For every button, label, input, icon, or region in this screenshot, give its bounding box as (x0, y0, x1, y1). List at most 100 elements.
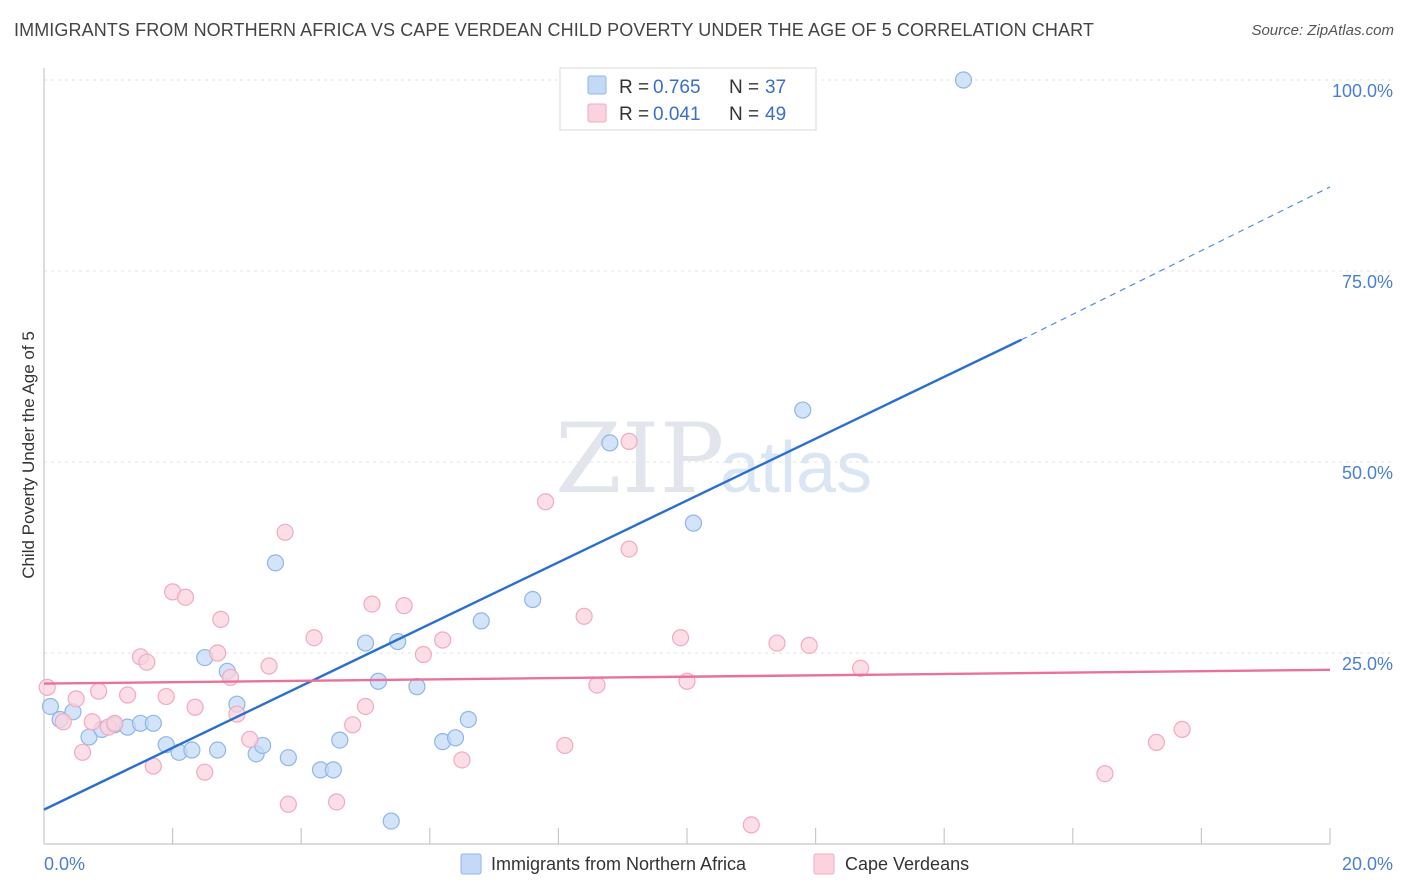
point-series2-28 (344, 716, 362, 734)
point-series1-9 (144, 714, 162, 732)
point-series2-39 (620, 540, 638, 558)
chart-title: IMMIGRANTS FROM NORTHERN AFRICA VS CAPE … (14, 20, 1094, 40)
point-series2-8 (106, 714, 124, 732)
y-tick-label-50: 50.0% (1342, 463, 1393, 483)
watermark-zip: ZIP (555, 403, 724, 515)
bottom-legend-label-2: Cape Verdeans (845, 854, 969, 874)
point-series2-36 (556, 736, 574, 755)
point-series2-40 (620, 432, 638, 450)
bottom-legend-label-1: Immigrants from Northern Africa (491, 854, 747, 874)
bottom-legend: Immigrants from Northern Africa Cape Ver… (460, 853, 969, 875)
point-series2-24 (276, 523, 294, 541)
point-series2-15 (176, 588, 195, 606)
chart-source: Source: ZipAtlas.com (1251, 22, 1394, 39)
x-tick-label-min: 0.0% (44, 854, 85, 874)
point-series2-43 (742, 816, 760, 834)
point-series2-47 (1096, 765, 1114, 783)
point-series1-19 (266, 554, 285, 572)
legend-r-value-1: 0.765 (653, 77, 701, 98)
y-axis-title: Child Poverty Under the Age of 5 (19, 331, 38, 579)
bottom-legend-swatch-1 (460, 853, 482, 875)
point-series1-28 (408, 678, 426, 696)
legend-r-label-1: R = (619, 77, 649, 98)
point-series2-9 (118, 686, 137, 704)
point-series2-37 (575, 607, 593, 625)
legend-swatch-series-2 (587, 103, 607, 123)
point-series2-35 (536, 493, 555, 511)
point-series2-25 (279, 795, 297, 813)
legend-n-value-2: 49 (765, 104, 786, 125)
point-series1-33 (524, 590, 542, 609)
legend-n-value-1: 37 (765, 77, 786, 98)
point-series1-23 (331, 731, 349, 749)
legend-n-label-1: N = (729, 77, 759, 98)
point-series1-20 (279, 749, 297, 767)
point-series2-5 (83, 713, 101, 731)
trend-line-extension-series1 (1021, 186, 1331, 341)
point-series2-11 (138, 653, 156, 671)
legend-r-value-2: 0.041 (653, 104, 701, 125)
y-tick-label-100: 100.0% (1332, 81, 1393, 101)
point-series2-13 (157, 687, 175, 706)
point-series2-46 (852, 659, 870, 677)
bottom-legend-swatch-2 (813, 853, 835, 875)
point-series2-2 (54, 713, 72, 731)
point-series2-22 (241, 730, 259, 748)
point-series2-18 (209, 644, 227, 662)
data-points (38, 71, 1191, 834)
point-series2-48 (1147, 733, 1165, 751)
point-series2-30 (363, 595, 381, 613)
point-series2-19 (212, 610, 230, 628)
point-series2-33 (434, 631, 452, 649)
point-series2-20 (221, 668, 240, 687)
point-series1-22 (324, 761, 342, 779)
point-series2-26 (305, 629, 323, 647)
grid-lines (44, 79, 1392, 654)
point-series1-32 (472, 612, 490, 630)
trend-line-series1 (43, 338, 1022, 811)
point-series2-27 (327, 793, 346, 811)
point-series1-36 (794, 401, 812, 419)
trend-line-series2 (43, 668, 1331, 685)
legend-n-label-2: N = (729, 104, 759, 125)
point-series2-1 (38, 678, 56, 696)
point-series2-3 (67, 690, 85, 708)
point-series2-41 (671, 629, 690, 647)
point-series2-17 (196, 763, 214, 781)
point-series2-31 (395, 597, 413, 615)
legend-swatch-series-1 (587, 75, 607, 95)
y-tick-label-75: 75.0% (1342, 272, 1393, 292)
y-tick-label-25: 25.0% (1342, 654, 1393, 674)
point-series2-16 (186, 698, 204, 716)
point-series2-23 (260, 657, 278, 675)
point-series1-24 (356, 634, 375, 652)
point-series2-34 (453, 751, 471, 769)
trend-lines (43, 186, 1331, 811)
legend-r-label-2: R = (619, 104, 649, 125)
legend-box: R = 0.765 N = 37 R = 0.041 N = 49 (559, 67, 817, 131)
point-series1-12 (183, 741, 201, 759)
point-series2-45 (800, 636, 818, 654)
watermark: ZIP atlas (555, 403, 872, 515)
point-series2-29 (356, 697, 375, 716)
point-series2-38 (588, 676, 606, 694)
point-series1-30 (446, 729, 465, 747)
point-series1-25 (369, 672, 387, 690)
x-tick-label-max: 20.0% (1342, 854, 1393, 874)
point-series1-14 (209, 741, 227, 759)
point-series2-4 (73, 743, 92, 761)
point-series2-32 (414, 645, 432, 664)
point-series2-6 (90, 682, 108, 700)
point-series1-37 (954, 71, 973, 89)
point-series1-35 (684, 514, 703, 532)
watermark-atlas: atlas (720, 428, 872, 508)
y-tick-labels: 25.0% 50.0% 75.0% 100.0% (1332, 81, 1393, 674)
point-series1-34 (601, 434, 619, 452)
point-series1-31 (459, 710, 477, 729)
point-series2-49 (1173, 720, 1191, 739)
x-axis-ticks (172, 828, 1331, 844)
point-series1-1 (41, 697, 60, 716)
point-series1-26 (382, 812, 400, 830)
point-series2-44 (768, 634, 786, 652)
